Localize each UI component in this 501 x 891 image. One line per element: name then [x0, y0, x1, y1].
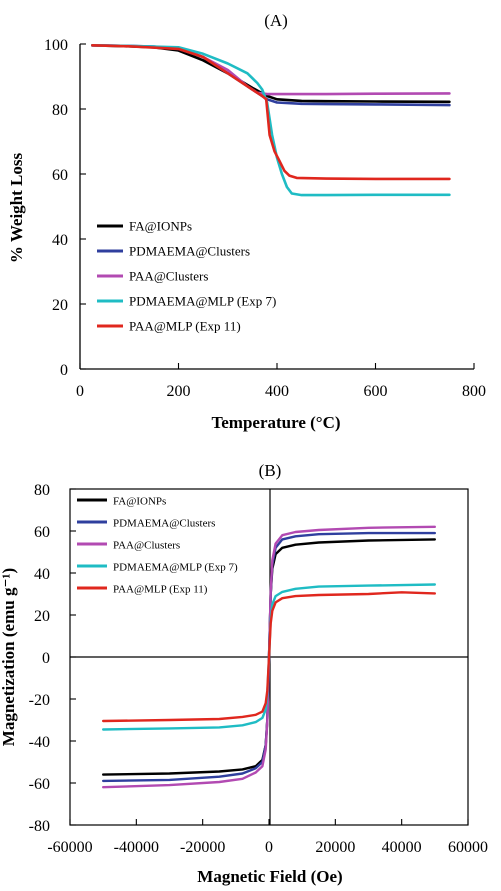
series-line-paa-clusters — [91, 44, 451, 96]
x-tick-label: 40000 — [382, 839, 422, 856]
panel-a-title: (A) — [264, 11, 288, 30]
panel-a-plot-area — [91, 44, 451, 197]
y-tick-label: 40 — [52, 232, 68, 249]
x-tick-label: -40000 — [114, 839, 159, 856]
panel-a-legend: FA@IONPs PDMAEMA@Clusters PAA@Clusters PDMA… — [97, 219, 276, 334]
y-tick-label: 60 — [34, 524, 50, 541]
legend-label-pdmaema-clusters: PDMAEMA@Clusters — [129, 244, 250, 259]
panel-b-x-axis-title: Magnetic Field (Oe) — [197, 867, 342, 886]
y-tick-label: 80 — [34, 482, 50, 499]
legend-label-paa-mlp-exp-11: PAA@MLP (Exp 11) — [113, 584, 208, 596]
series-line-paa-mlp-exp-11 — [91, 44, 451, 181]
y-tick-label: 20 — [34, 608, 50, 625]
legend-label-paa-clusters: PAA@Clusters — [113, 540, 180, 552]
legend-label-pdmaema-mlp-exp-7: PDMAEMA@MLP (Exp 7) — [113, 562, 238, 574]
panel-a-y-axis-title: % Weight Loss — [7, 153, 26, 264]
x-tick-label: 200 — [167, 383, 191, 400]
y-tick-label: 20 — [52, 297, 68, 314]
panel-b-y-axis-title: Magnetization (emu g⁻¹) — [0, 568, 18, 746]
series-line-pdmaema-mlp-exp-7 — [91, 44, 451, 197]
y-tick-label: 100 — [44, 37, 68, 54]
y-tick-label: 0 — [42, 650, 50, 667]
x-tick-label: 0 — [76, 383, 84, 400]
y-tick-label: 60 — [52, 167, 68, 184]
panel-a-x-axis-title: Temperature (°C) — [211, 413, 340, 432]
legend-label-fa-ionps: FA@IONPs — [129, 219, 192, 234]
x-tick-label: -20000 — [180, 839, 225, 856]
legend-label-fa-ionps: FA@IONPs — [113, 496, 166, 508]
y-tick-label: -80 — [29, 818, 50, 835]
y-tick-label: 80 — [52, 102, 68, 119]
panel-a-x-ticks: 0 200 400 600 800 — [76, 363, 486, 400]
y-tick-label: -20 — [29, 692, 50, 709]
y-tick-label: 40 — [34, 566, 50, 583]
panel-b-plot-area — [102, 525, 436, 789]
panel-a-y-ticks: 0 20 40 60 80 100 — [44, 37, 86, 379]
x-tick-label: 0 — [265, 839, 273, 856]
x-tick-label: 400 — [265, 383, 289, 400]
legend-label-paa-mlp-exp-11: PAA@MLP (Exp 11) — [129, 319, 241, 334]
x-tick-label: -60000 — [47, 839, 92, 856]
y-tick-label: 0 — [60, 362, 68, 379]
y-tick-label: -60 — [29, 776, 50, 793]
series-line-paa-mlp-exp-11 — [102, 591, 436, 723]
x-tick-label: 600 — [364, 383, 388, 400]
panel-a: (A) 0 20 40 60 80 100 0 200 400 600 800 Temperatu… — [7, 11, 486, 432]
x-tick-label: 800 — [462, 383, 486, 400]
x-tick-label: 60000 — [448, 839, 488, 856]
legend-label-pdmaema-clusters: PDMAEMA@Clusters — [113, 518, 215, 530]
legend-label-paa-clusters: PAA@Clusters — [129, 269, 208, 284]
panel-b-y-ticks: -80 -60 -40 -20 0 20 40 60 80 — [29, 482, 76, 835]
panel-b-legend: FA@IONPs PDMAEMA@Clusters PAA@Clusters PDMA… — [77, 496, 238, 596]
y-tick-label: -40 — [29, 734, 50, 751]
panel-b-title: (B) — [259, 461, 282, 480]
x-tick-label: 20000 — [315, 839, 355, 856]
panel-b: (B) -80 -60 -40 -20 0 20 40 60 80 -60000 -40000 -2… — [0, 461, 488, 886]
legend-label-pdmaema-mlp-exp-7: PDMAEMA@MLP (Exp 7) — [129, 294, 276, 309]
panel-b-x-ticks: -60000 -40000 -20000 0 20000 40000 60000 — [47, 819, 488, 856]
